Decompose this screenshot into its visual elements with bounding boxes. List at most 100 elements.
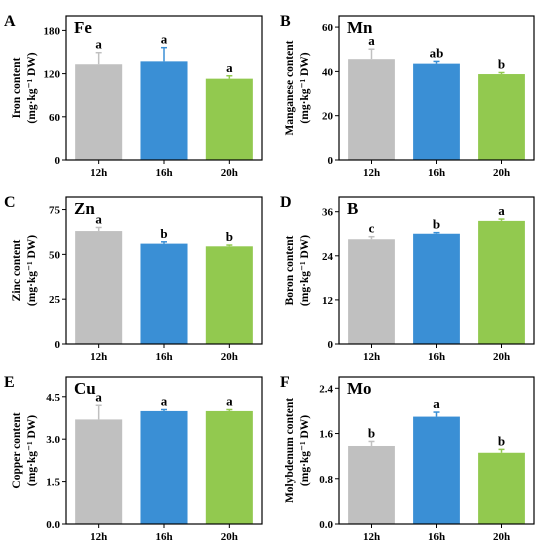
bar-16h	[413, 63, 460, 160]
y-axis-label: Zinc content (mg·kg⁻¹ DW)	[11, 235, 38, 306]
plot-frame	[65, 376, 263, 525]
bar-16h	[413, 416, 460, 524]
bar-12h	[348, 239, 395, 344]
bar-16h	[140, 61, 188, 160]
x-tick-label: 12h	[363, 531, 380, 542]
significance-label: a	[95, 211, 102, 226]
bar-20h	[478, 74, 525, 160]
plot-frame	[65, 196, 263, 345]
y-tick-label: 36	[322, 207, 334, 219]
y-tick-label: 0.0	[46, 519, 60, 531]
bar-16h	[140, 410, 188, 524]
x-tick-label: 12h	[90, 351, 107, 363]
panel-d: D B Boron content (mg·kg⁻¹ DW) 0 12 24 36 c 12h b 1…	[280, 194, 535, 363]
x-tick-label: 16h	[428, 531, 445, 542]
plot-frame	[338, 196, 535, 345]
y-axis-label-line2: (mg·kg⁻¹ DW)	[26, 415, 38, 486]
x-tick-label: 12h	[90, 167, 107, 179]
y-tick-label: 75	[49, 205, 61, 217]
y-axis-label: Molybdenum content (mg·kg⁻¹ DW)	[284, 398, 311, 503]
x-tick-label: 20h	[221, 167, 238, 179]
y-axis-label-line1: Manganese content	[284, 40, 296, 135]
x-tick-label: 12h	[363, 351, 380, 363]
x-tick-label: 16h	[155, 351, 172, 363]
panel-letter: A	[4, 13, 16, 30]
element-label: Cu	[74, 379, 96, 398]
element-label: Mo	[347, 379, 372, 398]
y-axis-label: Iron content (mg·kg⁻¹ DW)	[11, 52, 38, 123]
bar-12h	[75, 64, 123, 160]
panel-letter: C	[4, 194, 16, 211]
significance-label: a	[161, 32, 168, 47]
bar-20h	[205, 246, 253, 344]
y-axis-label: Copper content (mg·kg⁻¹ DW)	[11, 412, 38, 488]
y-tick-label: 25	[49, 294, 61, 306]
element-label: Zn	[74, 199, 95, 218]
y-axis-label-line1: Boron content	[284, 235, 296, 305]
bar-16h	[413, 233, 460, 344]
y-tick-label: 2.4	[319, 383, 333, 395]
y-tick-label: 3.0	[46, 434, 60, 446]
bar-12h	[348, 445, 395, 524]
bar-16h	[140, 243, 188, 344]
plot-frame	[65, 15, 263, 161]
significance-label: a	[95, 389, 102, 404]
bar-12h	[75, 419, 123, 524]
bar-20h	[478, 452, 525, 524]
element-label: B	[347, 199, 358, 218]
significance-label: b	[160, 226, 167, 241]
significance-label: a	[226, 394, 233, 409]
x-tick-label: 20h	[493, 531, 510, 542]
y-axis-label-line1: Zinc content	[11, 240, 23, 302]
panel-f: F Mo Molybdenum content (mg·kg⁻¹ DW) 0.0 0.8 1…	[280, 374, 535, 542]
panel-b: B Mn Manganese content (mg·kg⁻¹ DW) 0 20 40 60 a…	[280, 13, 535, 179]
bar-12h	[348, 59, 395, 161]
x-tick-label: 16h	[155, 531, 172, 542]
y-axis-label-line2: (mg·kg⁻¹ DW)	[26, 235, 38, 306]
significance-label: ab	[430, 45, 444, 60]
y-tick-label: 0.0	[319, 519, 333, 531]
significance-label: b	[368, 425, 375, 440]
significance-label: b	[498, 433, 505, 448]
panel-a: A Fe Iron content (mg·kg⁻¹ DW) 0 60 120 180 a 12h…	[4, 13, 263, 179]
x-tick-label: 12h	[90, 531, 107, 542]
y-tick-label: 50	[49, 249, 61, 261]
plot-frame	[338, 15, 535, 161]
y-tick-label: 4.5	[46, 392, 60, 404]
significance-label: b	[433, 217, 440, 232]
element-label: Mn	[347, 18, 373, 37]
y-axis-label-line2: (mg·kg⁻¹ DW)	[299, 235, 311, 306]
x-tick-label: 12h	[363, 167, 380, 179]
y-tick-label: 60	[322, 22, 334, 34]
y-axis-label-line1: Copper content	[11, 412, 23, 488]
y-tick-label: 120	[44, 69, 61, 81]
y-tick-label: 60	[49, 112, 61, 124]
significance-label: b	[498, 56, 505, 71]
significance-label: a	[433, 396, 440, 411]
x-tick-label: 20h	[493, 167, 510, 179]
y-tick-label: 0.8	[319, 474, 333, 486]
panel-letter: D	[280, 194, 292, 211]
significance-label: a	[226, 60, 233, 75]
significance-label: a	[368, 33, 375, 48]
y-tick-label: 20	[322, 111, 334, 123]
y-tick-label: 0	[328, 339, 334, 351]
y-axis-label: Boron content (mg·kg⁻¹ DW)	[284, 235, 311, 306]
y-tick-label: 40	[322, 66, 334, 78]
y-axis-label-line1: Iron content	[11, 57, 23, 118]
significance-label: c	[369, 221, 375, 236]
bar-20h	[478, 220, 525, 344]
y-tick-label: 1.5	[46, 477, 60, 489]
panel-c: C Zn Zinc content (mg·kg⁻¹ DW) 0 25 50 75 a 12h b 1…	[4, 194, 263, 363]
y-axis-label: Manganese content (mg·kg⁻¹ DW)	[284, 40, 311, 135]
y-axis-label-line2: (mg·kg⁻¹ DW)	[299, 52, 311, 123]
x-tick-label: 16h	[428, 351, 445, 363]
significance-label: b	[226, 229, 233, 244]
y-tick-label: 12	[322, 295, 334, 307]
y-axis-label-line2: (mg·kg⁻¹ DW)	[26, 52, 38, 123]
bar-20h	[205, 410, 253, 524]
x-tick-label: 20h	[221, 351, 238, 363]
y-tick-label: 1.6	[319, 429, 333, 441]
bar-20h	[205, 78, 253, 160]
